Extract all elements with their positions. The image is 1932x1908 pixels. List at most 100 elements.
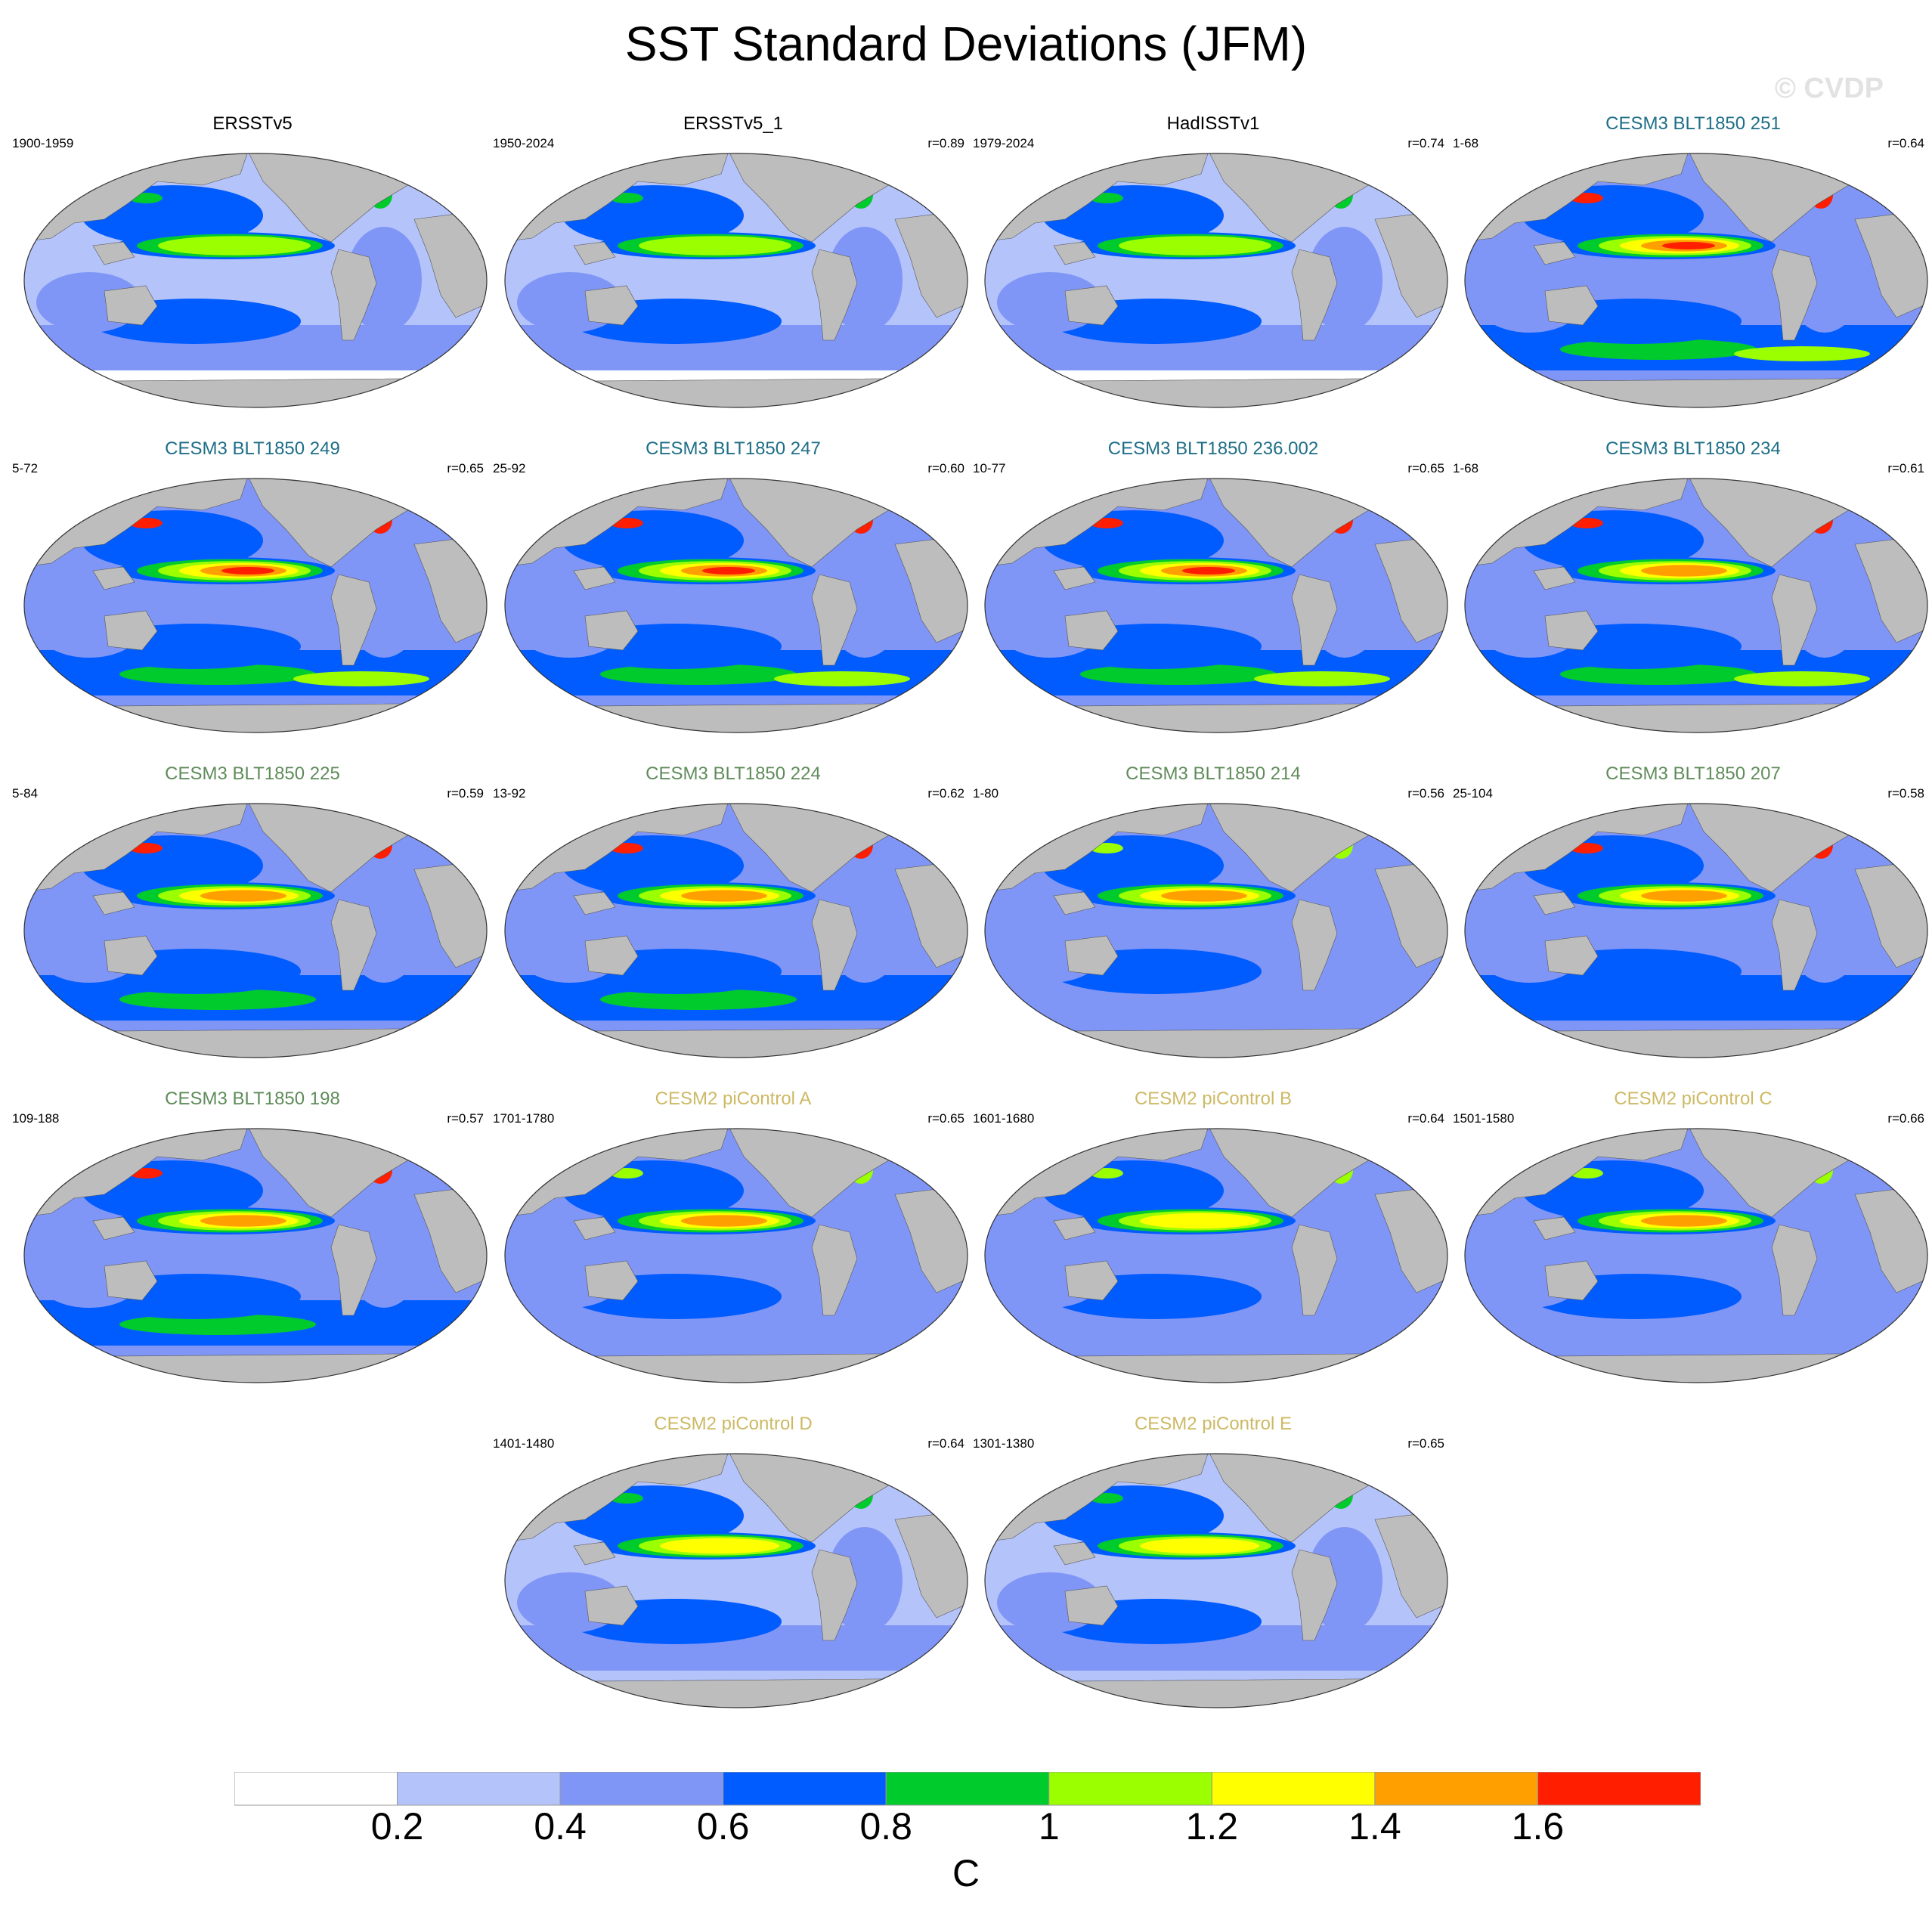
equatorial-pacific-contour xyxy=(1140,1538,1259,1554)
colorbar-segment xyxy=(1374,1772,1538,1806)
equatorial-pacific-contour xyxy=(1140,1213,1259,1229)
map-panel: CESM3 BLT1850 224 13-92 r=0.62 xyxy=(491,764,975,1081)
greenland-land xyxy=(1359,153,1406,173)
map-panel: CESM2 piControl B 1601-1680 r=0.64 xyxy=(971,1089,1455,1406)
south-america-land xyxy=(811,899,858,991)
sst-map-svg xyxy=(984,1453,1448,1708)
map-outline xyxy=(504,153,968,408)
greenland-land xyxy=(879,1454,926,1473)
equatorial-pacific-contour xyxy=(681,1215,767,1227)
antarctica-land xyxy=(505,1027,968,1058)
sst-map-svg xyxy=(504,478,968,733)
maritime-continent-land xyxy=(1053,1216,1096,1241)
greenland-land xyxy=(1359,479,1406,498)
map-panel: CESM3 BLT1850 225 5-84 r=0.59 xyxy=(11,764,494,1081)
maritime-continent-land xyxy=(573,566,616,590)
australia-land xyxy=(584,1585,639,1626)
equatorial-pacific-contour xyxy=(200,1215,286,1227)
world-map xyxy=(982,476,1451,735)
map-outline xyxy=(23,803,488,1058)
maritime-continent-land xyxy=(92,1216,135,1241)
equatorial-pacific-contour xyxy=(681,890,767,902)
cvdp-watermark: © CVDP xyxy=(1774,73,1884,104)
panel-period: 13-92 xyxy=(493,786,526,801)
south-america-land xyxy=(1291,899,1338,991)
colorbar-tick-label: 0.6 xyxy=(696,1805,750,1848)
map-panel: CESM3 BLT1850 198 109-188 r=0.57 xyxy=(11,1089,494,1406)
map-outline xyxy=(23,153,488,408)
maritime-continent-land xyxy=(573,1216,616,1241)
equatorial-pacific-contour xyxy=(1662,242,1715,249)
panel-correlation: r=0.61 xyxy=(1887,461,1924,475)
antarctica-land xyxy=(1465,702,1927,733)
sst-map-svg xyxy=(984,803,1448,1058)
greenland-land xyxy=(398,1129,445,1148)
equatorial-pacific-contour xyxy=(1641,1215,1727,1227)
southern-ocean-patch xyxy=(293,671,429,686)
colorbar-segment xyxy=(885,1772,1050,1806)
panel-correlation: r=0.64 xyxy=(927,1436,964,1451)
southern-ocean-patch xyxy=(774,671,910,686)
australia-land xyxy=(1544,935,1599,976)
antarctica-land xyxy=(505,1352,968,1383)
panel-period: 1401-1480 xyxy=(493,1436,555,1451)
panel-title: CESM3 BLT1850 249 xyxy=(165,438,340,459)
greenland-land xyxy=(1359,1129,1406,1148)
map-outline xyxy=(23,478,488,733)
map-outline xyxy=(984,478,1448,733)
world-map xyxy=(502,476,971,735)
colorbar-segment xyxy=(234,1772,398,1806)
australia-land xyxy=(1544,610,1599,651)
australia-land xyxy=(104,285,158,326)
south-america-land xyxy=(330,574,377,666)
panel-period: 5-84 xyxy=(12,786,39,801)
southern-ocean-patch xyxy=(1560,664,1757,685)
colorbar-tick-label: 1.6 xyxy=(1511,1805,1565,1848)
panel-period: 1601-1680 xyxy=(973,1111,1035,1126)
map-panel: CESM3 BLT1850 251 1-68 r=0.64 xyxy=(1451,113,1932,431)
maritime-continent-land xyxy=(92,891,135,915)
sst-map-svg xyxy=(984,153,1448,408)
colorbar-tick-label: 0.4 xyxy=(534,1805,587,1848)
australia-land xyxy=(1064,1585,1119,1626)
panel-correlation: r=0.89 xyxy=(927,136,964,150)
panel-title: CESM3 BLT1850 224 xyxy=(646,764,821,784)
sst-map-svg xyxy=(504,1453,968,1708)
southern-ocean-patch xyxy=(119,664,316,685)
colorbar-segment xyxy=(397,1772,561,1806)
sst-map-svg xyxy=(504,153,968,408)
equatorial-pacific-contour xyxy=(1182,567,1235,575)
antarctica-land xyxy=(24,1352,487,1383)
south-america-land xyxy=(1291,574,1338,666)
south-america-land xyxy=(811,249,858,341)
maritime-continent-land xyxy=(1533,566,1576,590)
equatorial-pacific-contour xyxy=(702,567,755,575)
antarctica-land xyxy=(985,1677,1447,1708)
panel-correlation: r=0.56 xyxy=(1407,786,1444,801)
sst-map-svg xyxy=(984,1128,1448,1383)
map-outline xyxy=(504,478,968,733)
southern-ocean-patch xyxy=(1254,671,1390,686)
colorbar xyxy=(234,1772,1701,1806)
panel-title: CESM3 BLT1850 251 xyxy=(1605,113,1781,134)
world-map xyxy=(21,801,490,1060)
panel-period: 1-80 xyxy=(973,786,999,801)
colorbar-segment xyxy=(1537,1772,1701,1806)
map-panel: CESM3 BLT1850 214 1-80 r=0.56 xyxy=(971,764,1455,1081)
south-america-land xyxy=(1771,1224,1818,1316)
greenland-land xyxy=(1839,479,1886,498)
world-map xyxy=(982,1451,1451,1710)
map-outline xyxy=(1464,478,1928,733)
australia-land xyxy=(1544,1260,1599,1301)
panel-period: 10-77 xyxy=(973,461,1006,475)
south-america-land xyxy=(811,574,858,666)
sst-map-svg xyxy=(23,1128,488,1383)
greenland-land xyxy=(1839,153,1886,173)
map-panel: CESM2 piControl C 1501-1580 r=0.66 xyxy=(1451,1089,1932,1406)
panel-title: CESM2 piControl A xyxy=(655,1089,812,1109)
map-outline xyxy=(1464,1128,1928,1383)
maritime-continent-land xyxy=(1053,566,1096,590)
australia-land xyxy=(1064,610,1119,651)
south-america-land xyxy=(330,899,377,991)
panel-period: 1501-1580 xyxy=(1453,1111,1515,1126)
